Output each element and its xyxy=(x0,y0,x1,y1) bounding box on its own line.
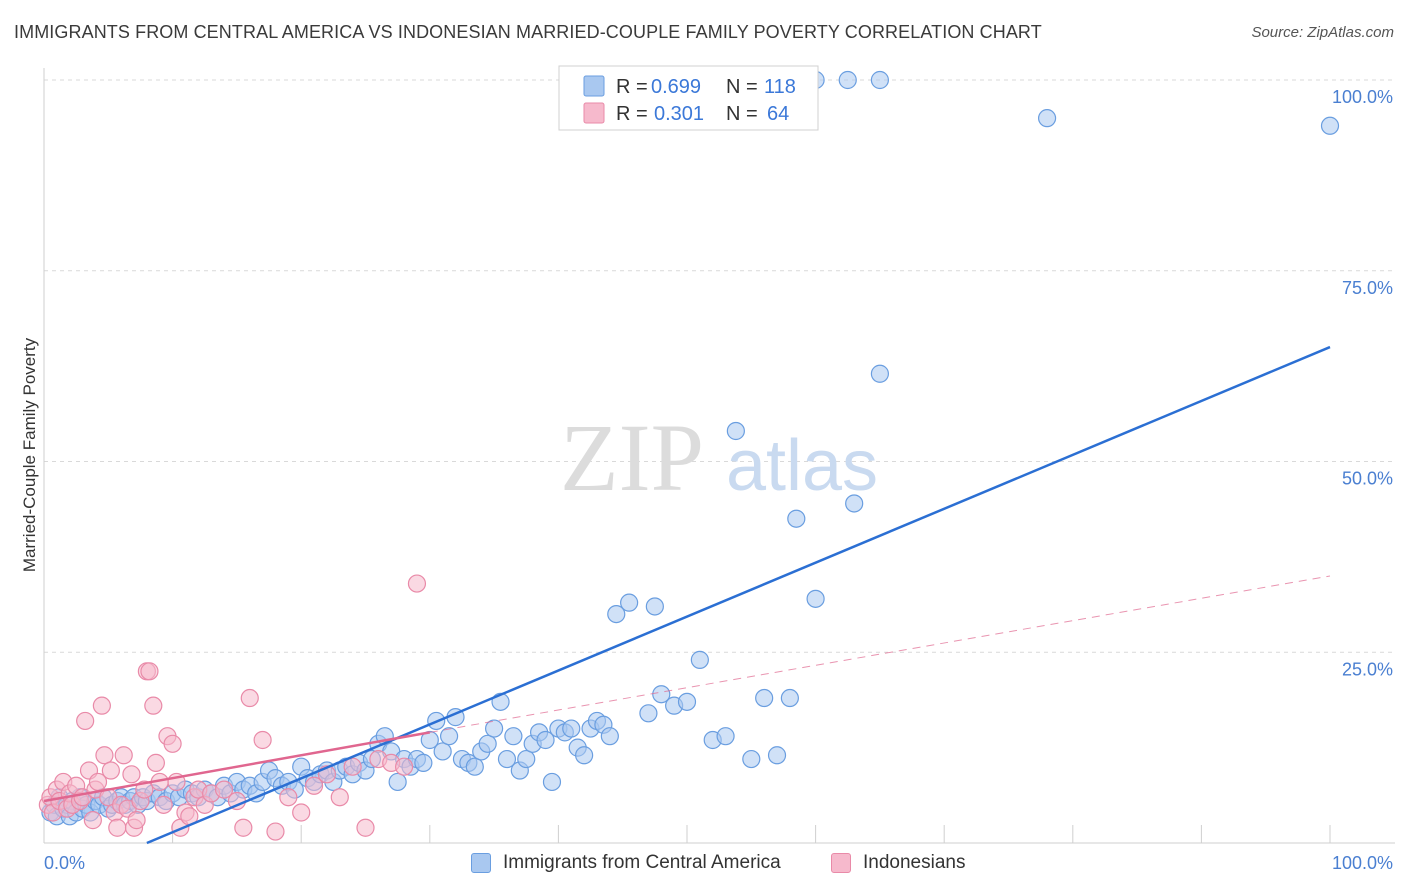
grid-layer xyxy=(43,68,1395,844)
pink-data-point[interactable] xyxy=(92,696,111,715)
blue-data-point[interactable] xyxy=(562,719,581,738)
blue-data-point[interactable] xyxy=(485,719,504,738)
blue-data-point[interactable] xyxy=(420,730,439,750)
blue-data-point[interactable] xyxy=(677,692,697,711)
blue-data-point[interactable] xyxy=(870,364,890,383)
blue-data-point[interactable] xyxy=(742,749,761,769)
pink-data-point[interactable] xyxy=(127,811,146,830)
pink-data-point[interactable] xyxy=(330,788,349,807)
legend-pink-n-value: 64 xyxy=(767,103,789,125)
pink-data-point[interactable] xyxy=(394,757,414,776)
blue-data-point[interactable] xyxy=(639,704,658,723)
legend-pink-r-value: 0.301 xyxy=(654,103,704,125)
stats-legend: R = 0.699 N = 118 R = 0.301 N = 64 xyxy=(558,65,819,131)
blue-trend-line xyxy=(146,345,1331,845)
blue-data-point[interactable] xyxy=(465,757,484,776)
blue-data-point[interactable] xyxy=(607,604,626,624)
blue-data-point[interactable] xyxy=(838,70,857,90)
x-tick-label-min: 0.0% xyxy=(44,853,85,873)
legend-pink-n-label: N = xyxy=(726,103,758,125)
bottom-legend-blue: Immigrants from Central America xyxy=(471,852,781,874)
pink-trend-extension xyxy=(429,575,1331,733)
pink-data-point[interactable] xyxy=(234,818,253,837)
chart-source: Source: ZipAtlas.com xyxy=(1251,24,1394,41)
blue-data-point[interactable] xyxy=(787,509,806,528)
pink-data-point[interactable] xyxy=(163,734,182,753)
blue-legend-swatch xyxy=(471,853,491,873)
pink-data-point[interactable] xyxy=(240,688,259,708)
blue-data-point[interactable] xyxy=(497,749,517,769)
legend-blue-n-value: 118 xyxy=(764,76,796,98)
blue-data-point[interactable] xyxy=(755,688,774,708)
y-tick-labels: 25.0% 50.0% 75.0% 100.0% xyxy=(1332,87,1393,679)
blue-data-point[interactable] xyxy=(504,727,523,746)
chart-title: IMMIGRANTS FROM CENTRAL AMERICA VS INDON… xyxy=(14,22,1042,42)
blue-data-point[interactable] xyxy=(645,597,664,616)
pink-data-point[interactable] xyxy=(214,780,234,799)
pink-data-point[interactable] xyxy=(253,730,272,750)
blue-data-point[interactable] xyxy=(690,650,709,669)
pink-data-point[interactable] xyxy=(144,696,163,715)
legend-blue-n-label: N = xyxy=(726,76,758,98)
blue-data-point[interactable] xyxy=(870,70,890,90)
pink-data-point[interactable] xyxy=(95,746,114,765)
pink-data-point[interactable] xyxy=(343,757,362,776)
legend-blue-r-label: R = xyxy=(616,76,648,98)
blue-data-point[interactable] xyxy=(439,727,459,746)
blue-data-point[interactable] xyxy=(433,742,452,761)
blue-data-point[interactable] xyxy=(652,685,671,704)
blue-data-point[interactable] xyxy=(726,421,745,441)
blue-data-point[interactable] xyxy=(414,753,433,772)
pink-data-point[interactable] xyxy=(122,765,141,784)
pink-data-point[interactable] xyxy=(83,811,102,830)
pink-data-point[interactable] xyxy=(279,788,298,807)
blue-data-point[interactable] xyxy=(536,730,555,750)
pink-data-point[interactable] xyxy=(114,746,133,765)
blue-data-point[interactable] xyxy=(517,749,536,769)
blue-data-point[interactable] xyxy=(806,589,825,608)
pink-data-point[interactable] xyxy=(140,662,159,681)
legend-pink-r-label: R = xyxy=(616,103,648,125)
blue-data-point[interactable] xyxy=(1037,109,1057,128)
stats-legend-pink-swatch xyxy=(583,102,605,124)
blue-data-point[interactable] xyxy=(575,746,594,765)
blue-data-point[interactable] xyxy=(845,494,864,513)
blue-data-point[interactable] xyxy=(542,772,562,792)
pink-data-point[interactable] xyxy=(76,711,95,731)
legend-blue-r-value: 0.699 xyxy=(651,76,701,98)
y-tick-label: 100.0% xyxy=(1332,87,1393,107)
stats-legend-blue-swatch xyxy=(583,75,605,97)
pink-trend-line xyxy=(43,731,431,803)
pink-data-point[interactable] xyxy=(146,753,165,772)
bottom-legend-pink: Indonesians xyxy=(831,852,965,874)
blue-data-point[interactable] xyxy=(767,746,787,765)
pink-data-point[interactable] xyxy=(407,574,427,593)
pink-data-point[interactable] xyxy=(154,795,173,814)
y-tick-label: 50.0% xyxy=(1342,469,1393,489)
pink-legend-swatch xyxy=(831,853,851,873)
watermark-atlas: atlas xyxy=(726,426,878,506)
blue-data-point[interactable] xyxy=(478,734,497,753)
bottom-legend-pink-label: Indonesians xyxy=(863,852,966,873)
trend-layer xyxy=(43,345,1331,845)
blue-data-point[interactable] xyxy=(388,772,407,792)
y-tick-label: 75.0% xyxy=(1342,278,1393,298)
blue-data-point[interactable] xyxy=(780,688,799,708)
pink-data-point[interactable] xyxy=(304,776,324,795)
pink-data-point[interactable] xyxy=(292,803,311,822)
pink-data-point[interactable] xyxy=(266,822,285,841)
bottom-legend-blue-label: Immigrants from Central America xyxy=(503,852,781,873)
watermark-zip: ZIP xyxy=(560,404,704,511)
blue-data-point[interactable] xyxy=(620,593,639,612)
y-tick-label: 25.0% xyxy=(1342,659,1393,679)
blue-data-point[interactable] xyxy=(716,727,735,746)
pink-data-point[interactable] xyxy=(356,818,375,837)
pink-data-point[interactable] xyxy=(135,780,154,799)
pink-data-point[interactable] xyxy=(101,761,120,780)
pink-data-point[interactable] xyxy=(108,818,127,837)
blue-data-point[interactable] xyxy=(1320,116,1340,135)
x-tick-label-max: 100.0% xyxy=(1332,853,1393,873)
blue-data-point[interactable] xyxy=(600,727,619,746)
